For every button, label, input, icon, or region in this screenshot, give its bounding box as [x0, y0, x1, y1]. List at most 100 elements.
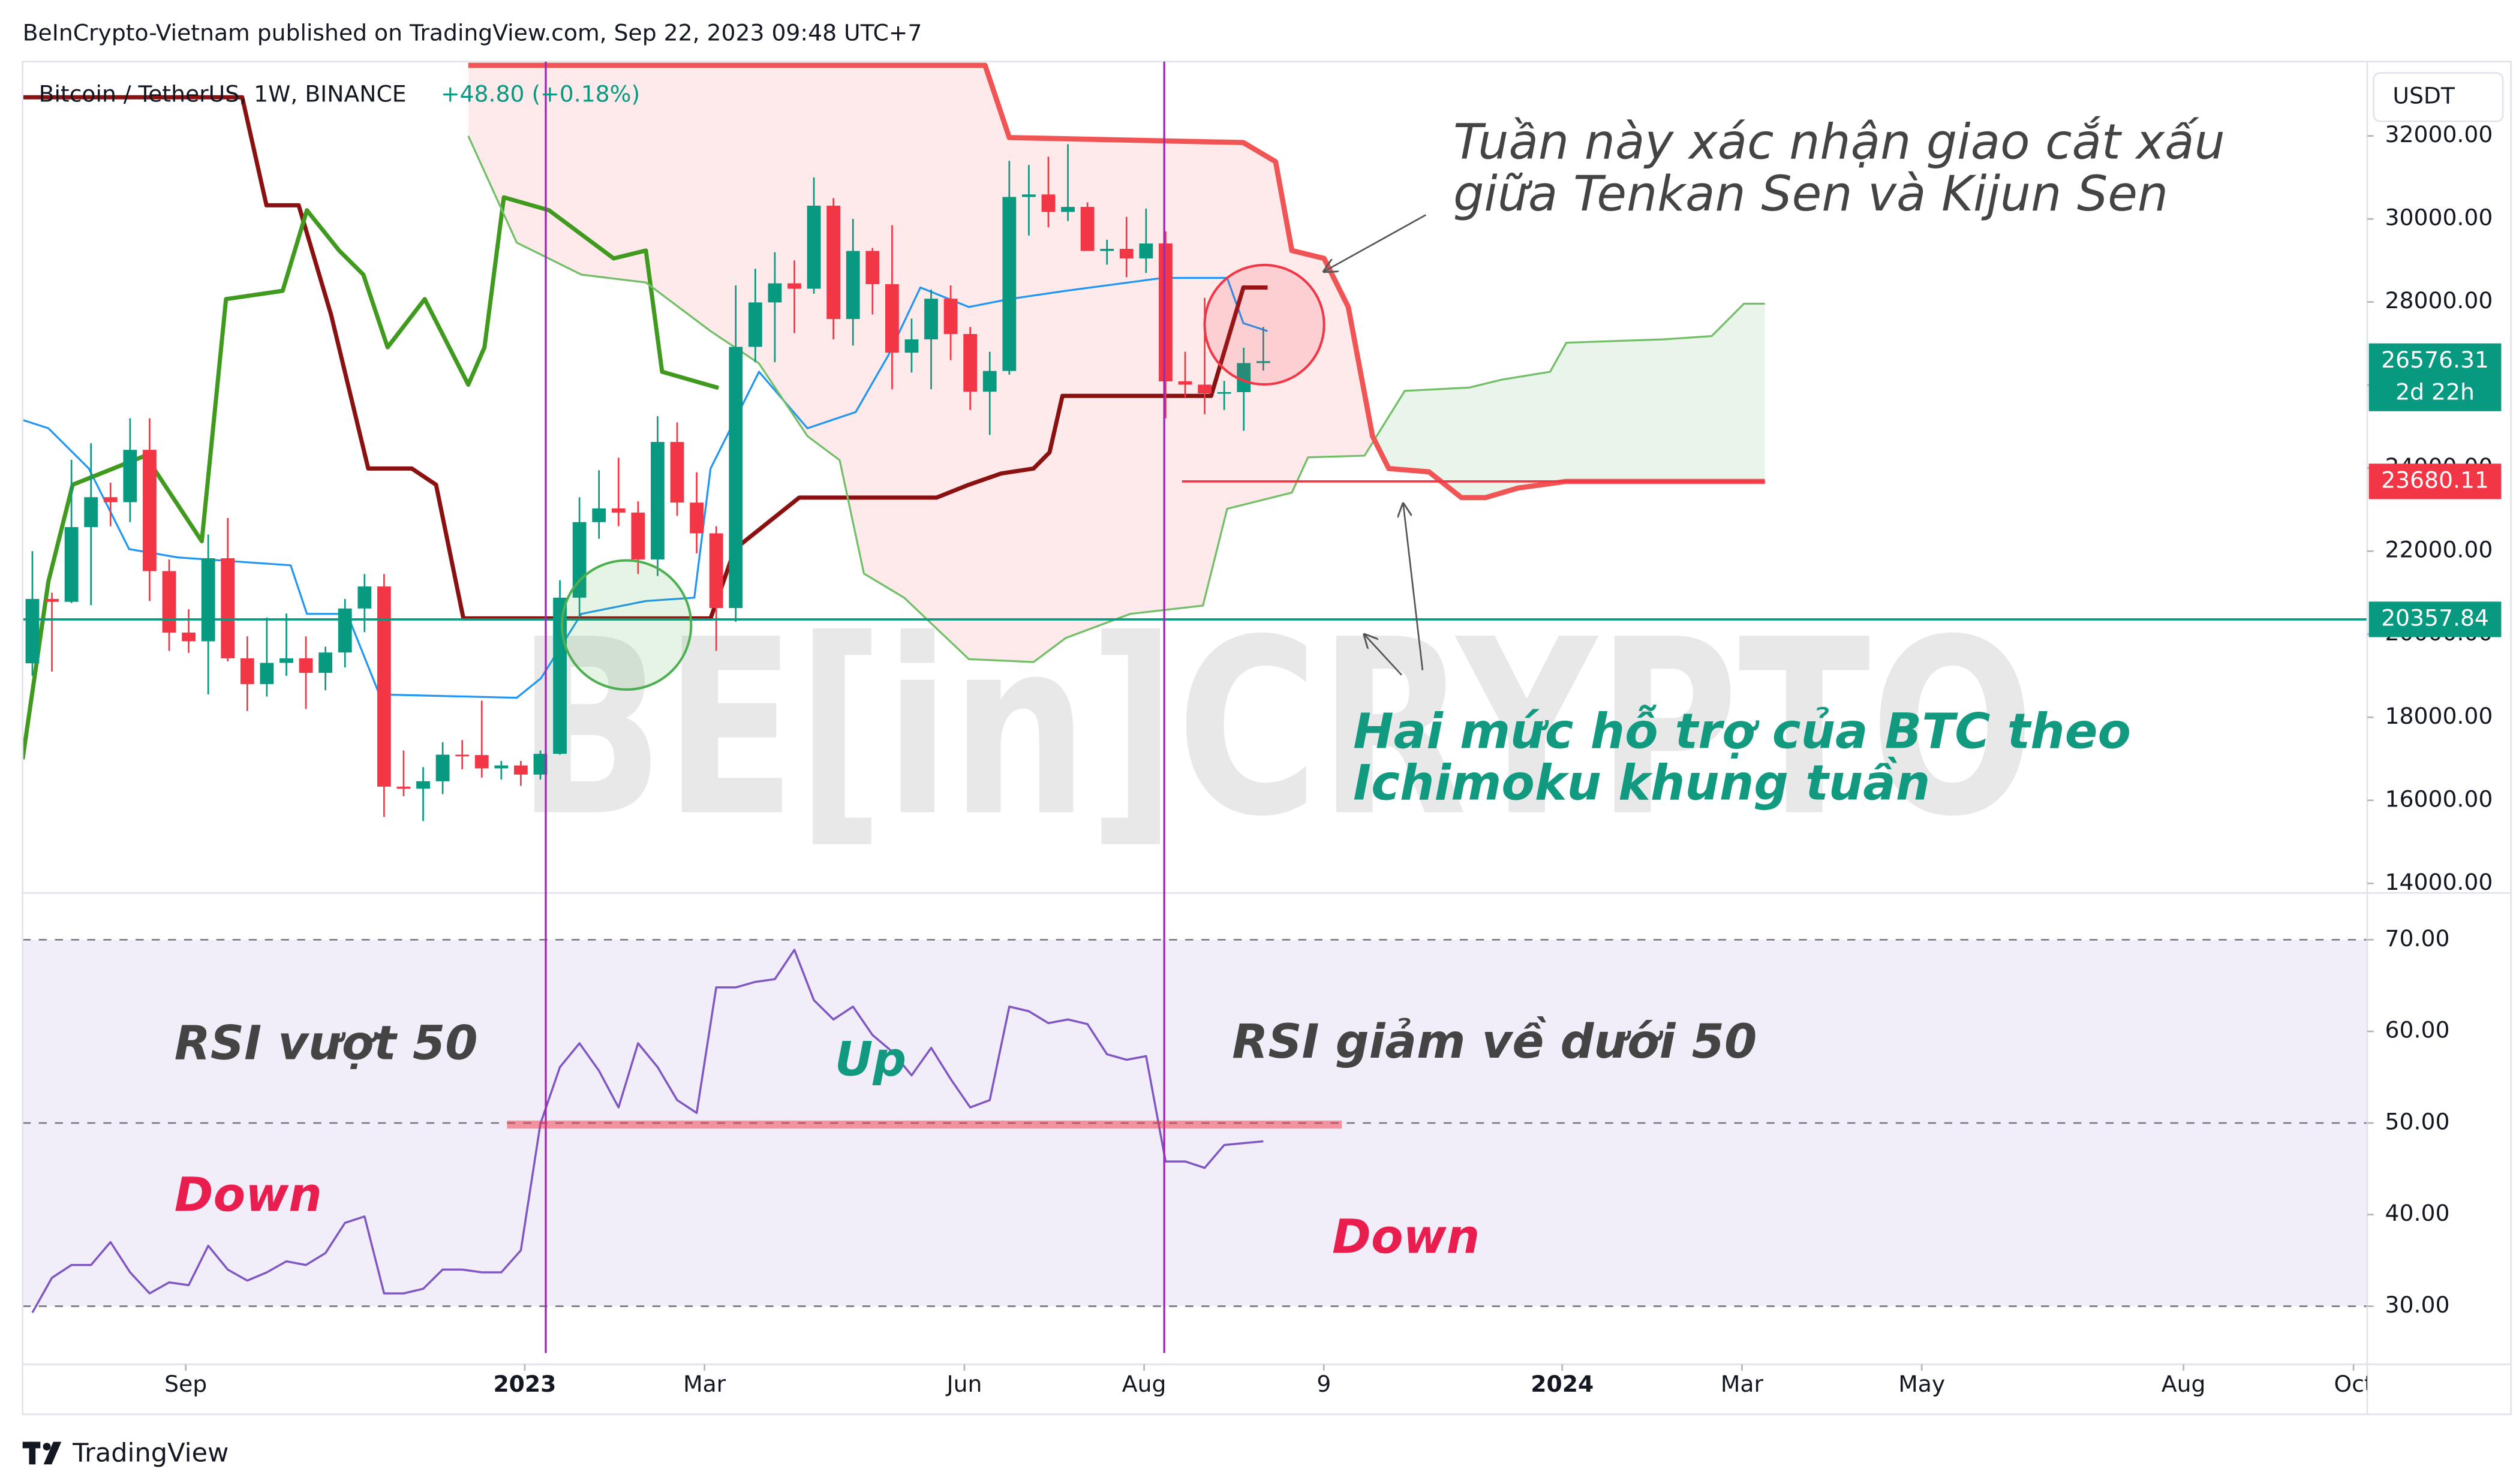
rsi-line [31, 949, 1264, 1314]
x-tick-label: Aug [2162, 1371, 2206, 1397]
x-tick-label: Oct [2334, 1371, 2373, 1397]
candle-body [299, 658, 313, 673]
arrow [1403, 504, 1424, 670]
candle-body [123, 450, 137, 502]
candle-body [533, 754, 548, 775]
candle-body [768, 283, 782, 303]
candle-body [670, 442, 684, 503]
candle-body [162, 571, 176, 633]
candle-body [1119, 249, 1134, 258]
candle-body [103, 497, 118, 502]
x-tick-label: May [1898, 1371, 1945, 1397]
arrow [1364, 634, 1402, 676]
candle-body [1159, 243, 1173, 381]
x-tick-label: Mar [683, 1371, 726, 1397]
x-tick-label: Sep [164, 1371, 207, 1397]
candle-body [396, 786, 411, 789]
candle-body [435, 754, 450, 781]
annotation: Down [175, 1169, 322, 1223]
last-price-box [2368, 343, 2502, 411]
candle-body [1237, 363, 1251, 392]
candle-body [338, 608, 352, 653]
currency-label: USDT [2392, 82, 2455, 109]
price-label: 20357.84 [2381, 604, 2489, 631]
crossover-circle [1203, 263, 1325, 386]
candle-body [748, 302, 762, 347]
x-tick-label: Mar [1721, 1371, 1764, 1397]
candle-body [201, 558, 215, 642]
annotation: RSI vượt 50 [175, 1016, 478, 1070]
candle-body [64, 527, 79, 602]
annotation: Down [1332, 1211, 1480, 1265]
annotation: Up [835, 1033, 906, 1086]
price-change: +48.80 (+0.18%) [441, 81, 640, 107]
candle-body [1041, 194, 1056, 212]
annotation: Hai mức hỗ trợ của BTC theo [1353, 703, 2131, 760]
candle-body [1061, 207, 1075, 212]
currency-box [2373, 72, 2504, 122]
candle-body [494, 765, 509, 769]
candle-body [45, 598, 59, 602]
y-tick-label: 70.00 [2385, 925, 2450, 952]
indicator-line [468, 62, 1765, 501]
x-tick-label: 2023 [493, 1371, 556, 1397]
arrow [1324, 214, 1426, 271]
y-tick-label: 30000.00 [2385, 204, 2493, 231]
ichimoku-cloud [468, 65, 1765, 663]
y-tick-label: 32000.00 [2385, 121, 2493, 148]
publish-header: BeInCrypto-Vietnam published on TradingV… [23, 19, 922, 46]
annotation: giữa Tenkan Sen và Kijun Sen [1453, 166, 2168, 222]
candle-body [240, 658, 254, 684]
candle-body [25, 598, 40, 664]
candle-body [416, 781, 430, 789]
candle-body [1139, 243, 1153, 258]
x-tick-label: 2024 [1531, 1371, 1594, 1397]
candle-body [963, 334, 978, 392]
candle-body [611, 508, 626, 513]
candle-body [592, 508, 606, 522]
candle-body [846, 251, 860, 320]
annotation: Ichimoku khung tuần [1353, 755, 1930, 812]
x-tick-label: Aug [1122, 1371, 1167, 1397]
candle-body [514, 765, 528, 775]
candle-body [357, 586, 372, 609]
y-tick-label: 28000.00 [2385, 287, 2493, 314]
rsi-50-highlight [507, 1120, 1342, 1129]
candle-body [1002, 197, 1017, 371]
annotation: Tuần này xác nhận giao cắt xấu [1453, 115, 2225, 171]
candle-body [904, 339, 919, 353]
y-tick-label: 22000.00 [2385, 537, 2493, 563]
y-tick-label: 30.00 [2385, 1292, 2450, 1318]
candle-body [690, 502, 704, 534]
candle-body [1100, 249, 1114, 251]
last-price-label: 26576.31 [2381, 347, 2489, 373]
candle-body [709, 533, 723, 609]
x-tick-label: Jun [945, 1371, 982, 1397]
price-label: 23680.11 [2381, 466, 2489, 493]
indicator-line [22, 276, 1268, 699]
tradingview-logo [22, 1441, 62, 1465]
symbol-legend: Bitcoin / TetherUS, 1W, BINANCE [39, 81, 407, 107]
candle-body [865, 251, 880, 284]
candle-body [924, 299, 938, 340]
candle-body [1217, 392, 1231, 394]
candle-body [1178, 381, 1192, 385]
y-tick-label: 14000.00 [2385, 869, 2493, 895]
candle-body [1080, 207, 1095, 251]
candle-body [318, 652, 333, 673]
candle-body [377, 586, 391, 787]
y-tick-label: 50.00 [2385, 1108, 2450, 1134]
candle-body [1256, 361, 1270, 363]
annotation: RSI giảm về dưới 50 [1232, 1015, 1757, 1069]
candle-body [826, 206, 841, 320]
y-tick-label: 60.00 [2385, 1017, 2450, 1043]
candle-body [729, 347, 743, 609]
candle-body [1198, 384, 1212, 394]
candle-body [807, 206, 821, 289]
countdown-label: 2d 22h [2395, 379, 2475, 405]
candle-body [182, 632, 196, 642]
candle-body [84, 497, 98, 528]
